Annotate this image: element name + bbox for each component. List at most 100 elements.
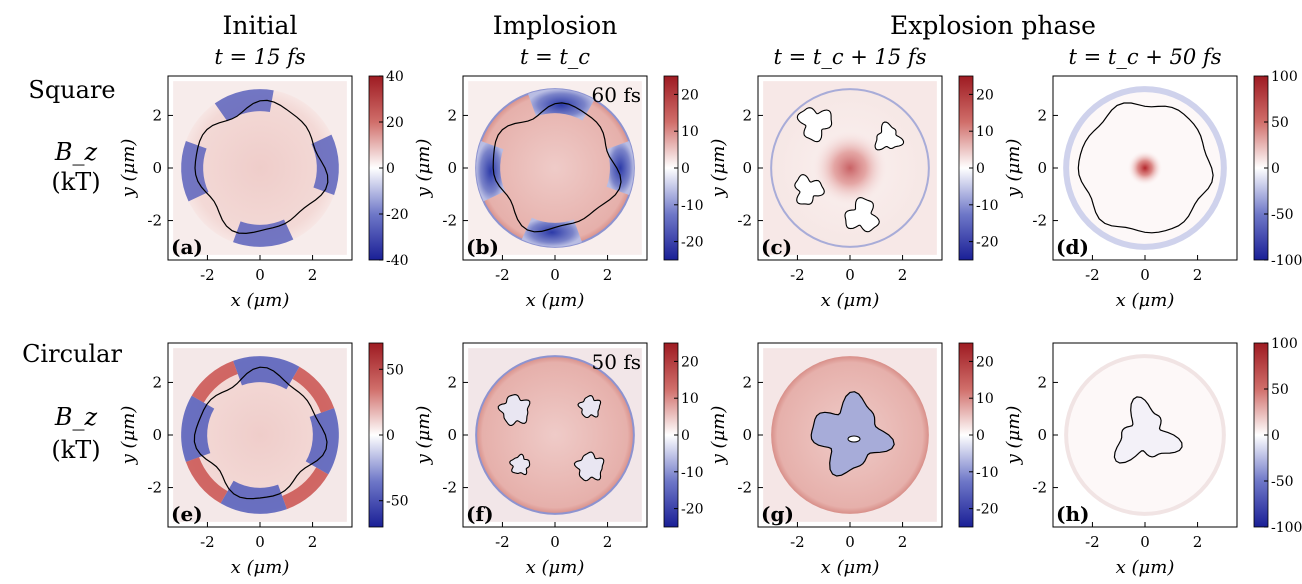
y-tick-label: -2 (442, 212, 457, 230)
heatmap-image (173, 348, 347, 522)
y-axis-label: y (μm) (1003, 406, 1024, 466)
x-axis-label: x (μm) (821, 557, 880, 578)
x-tick-label: -2 (790, 266, 805, 284)
x-axis-label: x (μm) (1116, 290, 1175, 311)
y-tick-label: -2 (1032, 479, 1047, 497)
colorbar-tick-label: -10 (976, 465, 999, 481)
x-tick-label: 2 (898, 533, 908, 551)
inset-time-label: 60 fs (592, 83, 641, 107)
panel-e: -2 0 2 -2 0 2 x (μm) y (μm) (e) 50 0 -50 (118, 342, 409, 578)
heatmap-image (763, 81, 937, 255)
panel-label: (a) (171, 235, 203, 259)
header-time-2: t = t_c (520, 45, 590, 69)
x-axis-label: x (μm) (1116, 557, 1175, 578)
x-tick-label: -2 (495, 533, 510, 551)
heatmap-image (763, 348, 937, 522)
colorbar-tick-label: -10 (681, 198, 704, 214)
colorbar-tick-label: 10 (681, 391, 699, 407)
x-tick-label: -2 (1085, 533, 1100, 551)
header-time-3: t = t_c + 15 fs (774, 45, 927, 69)
row-quantity-2: B_z (54, 403, 98, 431)
colorbar-tick-label: -20 (976, 235, 999, 251)
colorbar-tick-label: -50 (386, 494, 409, 510)
colorbar-tick-label: -10 (976, 198, 999, 214)
x-tick-label: 0 (255, 533, 265, 551)
panel-label: (h) (1056, 502, 1089, 526)
panel-label: (e) (171, 502, 203, 526)
colorbar-tick-label: 50 (386, 362, 404, 378)
y-tick-label: -2 (737, 212, 752, 230)
header-time-4: t = t_c + 50 fs (1069, 45, 1222, 69)
colorbar-tick-label: 20 (386, 115, 404, 131)
colorbar-tick-label: -10 (681, 465, 704, 481)
y-axis-label: y (μm) (413, 406, 434, 466)
panel-label: (c) (761, 235, 792, 259)
header-implosion: Implosion (493, 11, 618, 40)
colorbar-tick-label: 50 (1271, 115, 1289, 131)
y-axis-label: y (μm) (118, 406, 139, 466)
x-axis-label: x (μm) (231, 557, 290, 578)
y-axis-label: y (μm) (1003, 139, 1024, 199)
colorbar-tick-label: 0 (976, 428, 985, 444)
colorbar-tick-label: 20 (681, 354, 699, 370)
colorbar-tick-label: -100 (1271, 253, 1302, 269)
x-axis-label: x (μm) (231, 290, 290, 311)
colorbar-tick-label: 10 (681, 124, 699, 140)
x-tick-label: 0 (1140, 533, 1150, 551)
colorbar-tick-label: 20 (976, 354, 994, 370)
x-tick-label: -2 (495, 266, 510, 284)
y-tick-label: 2 (152, 106, 162, 124)
panel-label: (b) (466, 235, 499, 259)
panel-h: -2 0 2 -2 0 2 x (μm) y (μm) (h) 100 50 0 -50 -100 (1003, 336, 1302, 578)
x-axis-label: x (μm) (821, 290, 880, 311)
y-tick-label: 0 (1037, 159, 1047, 177)
y-tick-label: 0 (1037, 426, 1047, 444)
y-tick-label: 2 (1037, 106, 1047, 124)
colorbar-tick-label: 40 (386, 69, 404, 85)
x-tick-label: 0 (845, 266, 855, 284)
heatmap-image (468, 81, 642, 255)
y-tick-label: 0 (447, 159, 457, 177)
y-tick-label: 2 (742, 106, 752, 124)
panel-label: (f) (466, 502, 494, 526)
y-tick-label: -2 (442, 479, 457, 497)
colorbar-tick-label: 20 (681, 87, 699, 103)
x-tick-label: 2 (603, 266, 613, 284)
header-explosion-phase: Explosion phase (890, 11, 1096, 40)
row-quantity-1: B_z (54, 138, 98, 166)
x-tick-label: 2 (308, 533, 318, 551)
colorbar-tick-label: -20 (681, 235, 704, 251)
y-axis-label: y (μm) (708, 139, 729, 199)
colorbar-tick-label: 10 (976, 124, 994, 140)
heatmap-image (1058, 348, 1232, 522)
header-initial: Initial (223, 11, 298, 40)
colorbar-tick-label: 0 (976, 161, 985, 177)
inset-time-label: 50 fs (592, 350, 641, 374)
y-axis-label: y (μm) (708, 406, 729, 466)
colorbar-tick-label: 0 (681, 161, 690, 177)
colorbar-tick-label: -50 (1271, 207, 1294, 223)
x-tick-label: -2 (790, 533, 805, 551)
colorbar-tick-label: 100 (1271, 336, 1298, 352)
y-tick-label: 0 (152, 159, 162, 177)
colorbar-tick-label: 0 (1271, 161, 1280, 177)
y-tick-label: -2 (147, 212, 162, 230)
x-tick-label: -2 (200, 533, 215, 551)
colorbar-tick-label: -20 (681, 502, 704, 518)
colorbar-tick-label: 0 (386, 428, 395, 444)
y-tick-label: 2 (1037, 373, 1047, 391)
x-tick-label: 0 (550, 266, 560, 284)
colorbar-tick-label: 50 (1271, 382, 1289, 398)
colorbar-tick-label: -50 (1271, 474, 1294, 490)
row-unit-2: (kT) (51, 436, 100, 464)
y-tick-label: 0 (742, 426, 752, 444)
colorbar-tick-label: -20 (386, 207, 409, 223)
heatmap-image (468, 348, 642, 522)
